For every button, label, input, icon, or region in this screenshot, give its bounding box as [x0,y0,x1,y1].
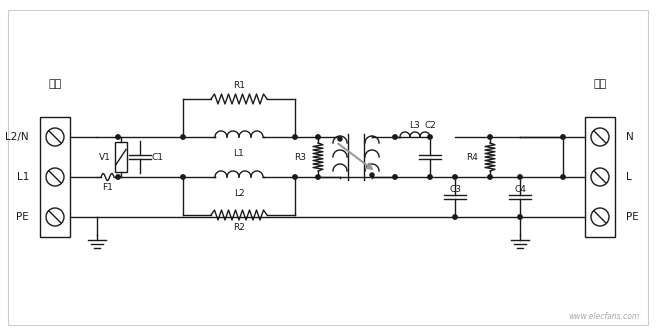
Bar [40,117,70,237]
Circle shape [428,135,432,139]
Circle shape [316,135,320,139]
Text: N: N [626,132,634,142]
Circle shape [488,135,492,139]
Text: R3: R3 [294,153,306,162]
Text: C3: C3 [449,184,461,193]
Circle shape [518,215,522,219]
Text: PE: PE [16,212,29,222]
Circle shape [338,137,342,141]
Text: V1: V1 [99,153,111,162]
Text: F1: F1 [102,182,113,191]
Text: C2: C2 [424,121,436,130]
Circle shape [316,175,320,179]
Bar [115,142,127,172]
Circle shape [393,135,397,139]
Circle shape [181,135,185,139]
Circle shape [293,135,297,139]
Text: C1: C1 [152,153,164,162]
Circle shape [293,175,297,179]
Circle shape [181,175,185,179]
Text: L3: L3 [410,121,420,130]
Text: www.elecfans.com: www.elecfans.com [569,312,640,321]
Text: L1: L1 [16,172,29,182]
Text: L1: L1 [234,149,244,158]
Circle shape [116,175,120,179]
Circle shape [453,175,457,179]
Text: R4: R4 [466,153,478,162]
Text: PE: PE [626,212,639,222]
Circle shape [488,175,492,179]
Text: 输入: 输入 [49,79,62,89]
Circle shape [561,135,565,139]
Circle shape [453,215,457,219]
Text: 输出: 输出 [594,79,607,89]
Circle shape [518,175,522,179]
Circle shape [370,173,374,177]
Text: R1: R1 [233,82,245,91]
Circle shape [561,175,565,179]
Bar [585,117,615,237]
Circle shape [428,175,432,179]
Circle shape [116,135,120,139]
Circle shape [393,175,397,179]
Text: L2/N: L2/N [5,132,29,142]
Text: L2: L2 [234,188,244,197]
Text: R2: R2 [233,222,245,231]
Text: L: L [626,172,632,182]
Text: C4: C4 [514,184,526,193]
